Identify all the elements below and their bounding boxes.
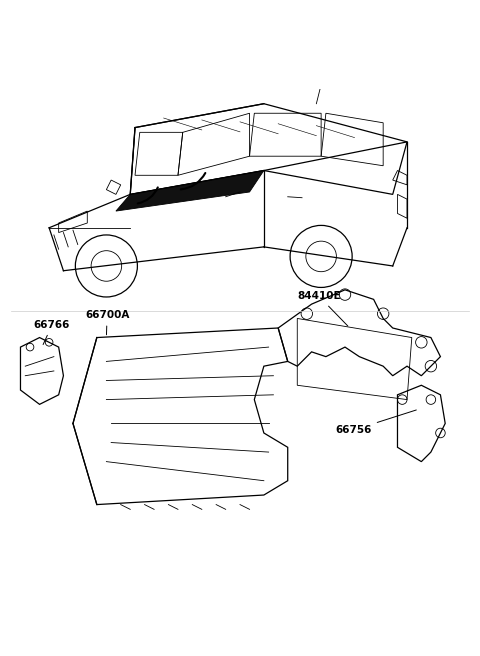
Text: 66700A: 66700A — [85, 310, 129, 335]
Text: 66756: 66756 — [336, 410, 416, 435]
Text: 84410E: 84410E — [297, 291, 348, 326]
Text: 66766: 66766 — [34, 320, 70, 344]
Polygon shape — [116, 171, 264, 211]
